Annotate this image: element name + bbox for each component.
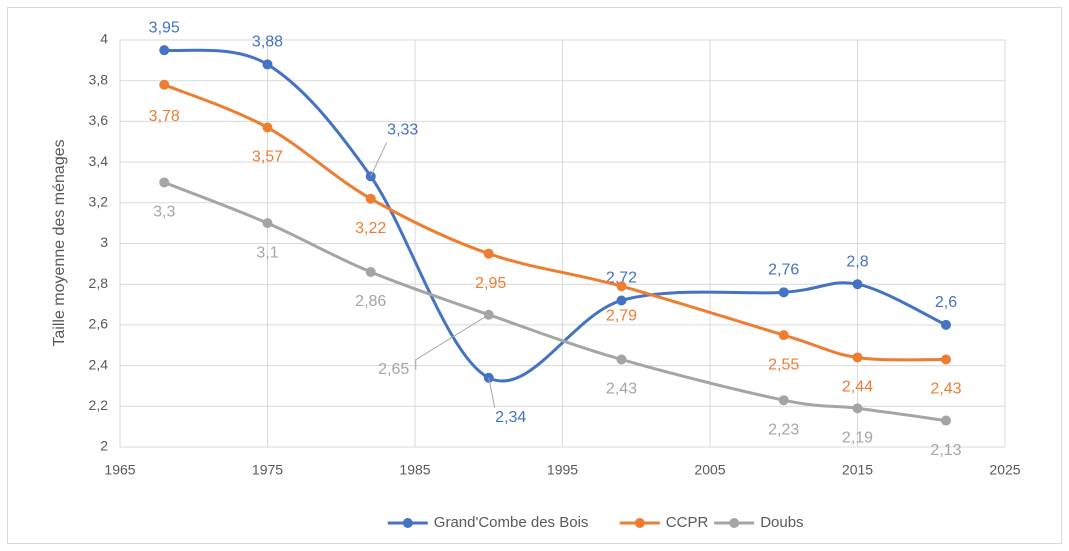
series-line [164, 48, 947, 383]
y-tick-label: 3,2 [89, 194, 109, 210]
data-label: 2,44 [842, 379, 873, 396]
marker [365, 193, 376, 204]
marker [159, 177, 170, 188]
marker [483, 248, 494, 259]
y-tick-label: 3,8 [89, 71, 109, 87]
marker [941, 354, 951, 365]
y-tick-label: 2,2 [89, 397, 109, 413]
legend-label: Doubs [760, 514, 803, 531]
data-label: 3,3 [153, 204, 175, 221]
marker [778, 287, 789, 298]
leader-line [415, 314, 490, 370]
data-label: 3,33 [387, 122, 418, 139]
legend-label: Grand'Combe des Bois [434, 514, 589, 531]
data-label: 2,76 [768, 262, 799, 279]
x-tick-label: 2025 [989, 462, 1020, 478]
data-label: 2,79 [606, 307, 637, 324]
data-label: 2,95 [475, 275, 506, 292]
y-tick-label: 2,6 [89, 316, 109, 332]
data-label: 2,86 [355, 293, 386, 310]
legend-label: CCPR [666, 514, 709, 531]
marker [616, 295, 627, 306]
series-line [163, 181, 947, 423]
data-label: 2,6 [935, 294, 957, 311]
data-label: 3,78 [149, 108, 180, 125]
y-tick-label: 3,4 [89, 153, 109, 169]
marker [365, 266, 376, 277]
marker [262, 218, 273, 229]
x-tick-label: 2015 [842, 462, 873, 478]
leader-line [370, 142, 388, 177]
marker [941, 415, 951, 426]
x-tick-label: 1975 [252, 462, 283, 478]
data-label: 2,43 [606, 381, 637, 398]
legend-marker [402, 518, 413, 528]
legend-marker [634, 518, 645, 528]
data-label: 2,8 [846, 253, 868, 270]
leader-line [488, 377, 496, 408]
x-tick-label: 1995 [547, 462, 578, 478]
marker [616, 281, 627, 292]
marker [778, 330, 789, 341]
marker [852, 403, 863, 414]
marker [159, 79, 170, 90]
data-label: 3,22 [355, 220, 386, 237]
data-label: 2,23 [768, 421, 799, 438]
y-tick-label: 4 [100, 31, 108, 47]
marker [852, 352, 863, 363]
data-label: 2,65 [378, 361, 409, 378]
marker [941, 319, 951, 330]
data-label: 2,19 [842, 430, 873, 447]
y-tick-label: 2,4 [89, 356, 109, 372]
data-label: 2,43 [930, 381, 961, 398]
chart-frame [7, 7, 1062, 544]
marker [159, 45, 170, 56]
y-tick-label: 2 [100, 438, 108, 454]
data-label: 3,88 [252, 34, 283, 51]
marker [616, 354, 627, 365]
marker [262, 59, 273, 70]
data-label: 3,1 [256, 244, 278, 261]
marker [778, 395, 789, 406]
x-tick-label: 1965 [104, 462, 135, 478]
data-label: 2,34 [495, 409, 526, 426]
x-tick-label: 2005 [694, 462, 725, 478]
y-axis-label: Taille moyenne des ménages [51, 139, 68, 346]
data-label: 2,13 [930, 442, 961, 459]
marker [262, 122, 273, 133]
legend-marker [729, 518, 740, 528]
data-label: 2,55 [768, 356, 799, 373]
data-label: 3,95 [149, 19, 180, 36]
series-line [163, 83, 947, 362]
y-tick-label: 3,6 [89, 112, 109, 128]
data-label: 2,72 [606, 270, 637, 287]
data-label: 3,57 [252, 149, 283, 166]
x-tick-label: 1985 [399, 462, 430, 478]
marker [852, 279, 863, 290]
y-tick-label: 3 [100, 234, 108, 250]
y-tick-label: 2,8 [89, 275, 109, 291]
